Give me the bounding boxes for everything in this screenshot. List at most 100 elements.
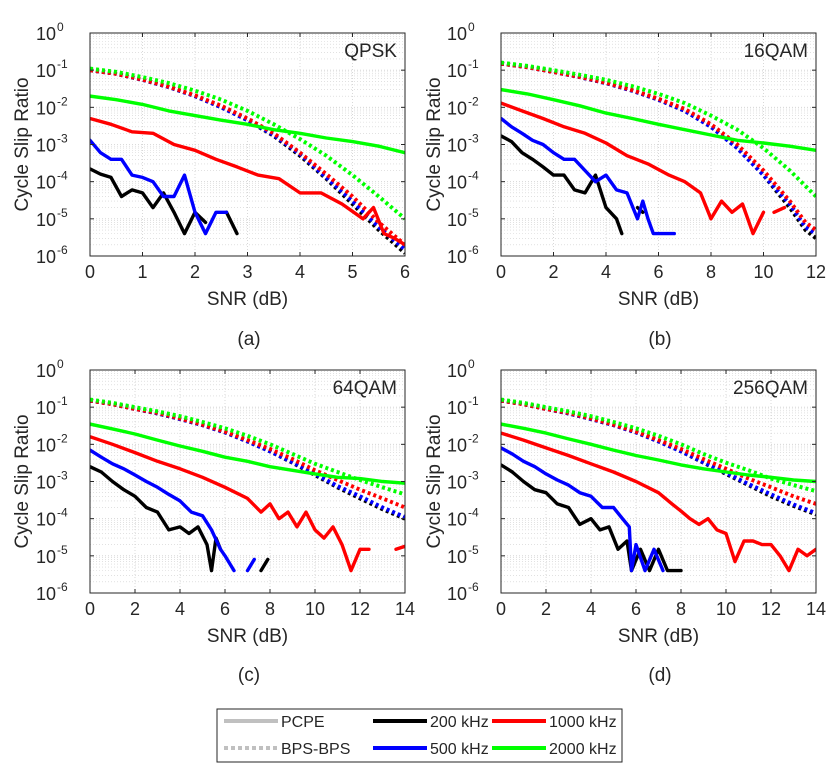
y-tick-label: 10 (447, 247, 467, 267)
series-group (501, 60, 816, 240)
x-tick-label: 0 (496, 262, 506, 282)
panel-label: (a) (237, 329, 260, 350)
series-line-pcpe-500-khz (501, 446, 665, 573)
modulation-annotation: 16QAM (744, 41, 808, 62)
series-line-pcpe-2000-khz (90, 422, 405, 485)
series-line-pcpe-500-khz (90, 448, 256, 573)
y-tick-exponent: -2 (468, 431, 479, 445)
y-tick-exponent: -2 (468, 94, 479, 108)
y-tick-exponent: 0 (57, 357, 64, 371)
y-tick-exponent: -3 (57, 469, 68, 483)
y-tick-exponent: -1 (57, 57, 68, 71)
x-tick-label: 8 (706, 262, 716, 282)
legend-label: 500 kHz (430, 741, 489, 758)
x-axis-label: SNR (dB) (618, 626, 699, 647)
x-tick-label: 2 (541, 599, 551, 619)
legend-box (216, 708, 623, 763)
x-tick-label: 6 (631, 599, 641, 619)
series-line-pcpe-500-khz (90, 138, 229, 236)
y-tick-exponent: -4 (57, 506, 68, 520)
y-axis-label: Cycle Slip Ratio (424, 77, 445, 211)
y-tick-label: 10 (36, 435, 56, 455)
y-tick-exponent: -6 (468, 580, 479, 594)
y-tick-exponent: 0 (468, 20, 475, 34)
y-tick-label: 10 (447, 98, 467, 118)
y-tick-label: 10 (447, 61, 467, 81)
series-line-bps-bps-1000-khz (501, 61, 816, 232)
x-tick-label: 0 (85, 262, 95, 282)
series-line-pcpe-200-khz (90, 167, 239, 236)
y-tick-exponent: -1 (57, 394, 68, 408)
series-group (501, 397, 816, 573)
y-tick-label: 10 (36, 210, 56, 230)
y-tick-label: 10 (447, 173, 467, 193)
y-tick-exponent: 0 (468, 357, 475, 371)
x-axis-label: SNR (dB) (207, 289, 288, 310)
x-tick-label: 14 (806, 599, 826, 619)
modulation-annotation: QPSK (344, 41, 397, 62)
y-tick-label: 10 (36, 398, 56, 418)
y-tick-label: 10 (36, 136, 56, 156)
y-tick-label: 10 (447, 136, 467, 156)
legend-label: 1000 kHz (549, 714, 617, 731)
plot-area (90, 370, 405, 593)
x-tick-label: 6 (400, 262, 410, 282)
series-group (90, 397, 405, 573)
x-tick-label: 6 (220, 599, 230, 619)
series-line-bps-bps-1000-khz (90, 398, 405, 510)
y-tick-exponent: -4 (57, 169, 68, 183)
legend-label: BPS-BPS (281, 741, 350, 758)
x-tick-label: 8 (676, 599, 686, 619)
y-tick-label: 10 (36, 61, 56, 81)
y-tick-exponent: -4 (468, 506, 479, 520)
y-tick-label: 10 (36, 361, 56, 381)
y-tick-exponent: 0 (57, 20, 64, 34)
x-tick-label: 12 (806, 262, 826, 282)
series-line-pcpe-1000-khz (501, 431, 816, 573)
x-tick-label: 3 (242, 262, 252, 282)
y-axis-label: Cycle Slip Ratio (424, 414, 445, 548)
y-tick-label: 10 (36, 473, 56, 493)
y-axis-label: Cycle Slip Ratio (12, 414, 33, 548)
panel-label: (d) (648, 665, 671, 686)
series-line-bps-bps-2000-khz (90, 66, 405, 221)
y-tick-label: 10 (447, 210, 467, 230)
y-tick-exponent: -6 (57, 243, 68, 257)
panel-label: (c) (238, 665, 260, 686)
y-tick-exponent: -3 (57, 132, 68, 146)
y-tick-label: 10 (36, 24, 56, 44)
modulation-annotation: 64QAM (333, 378, 397, 399)
x-tick-label: 2 (130, 599, 140, 619)
y-tick-label: 10 (36, 173, 56, 193)
x-tick-label: 4 (601, 262, 611, 282)
legend-label: 2000 kHz (549, 741, 617, 758)
x-tick-label: 5 (347, 262, 357, 282)
x-tick-label: 2 (190, 262, 200, 282)
y-axis-label: Cycle Slip Ratio (12, 77, 33, 211)
x-axis-label: SNR (dB) (207, 626, 288, 647)
x-tick-label: 1 (137, 262, 147, 282)
y-tick-label: 10 (447, 584, 467, 604)
y-tick-label: 10 (36, 584, 56, 604)
x-tick-label: 4 (295, 262, 305, 282)
y-tick-exponent: -2 (57, 431, 68, 445)
y-tick-exponent: -5 (57, 206, 68, 220)
y-tick-exponent: -3 (468, 469, 479, 483)
x-tick-label: 10 (305, 599, 325, 619)
y-tick-label: 10 (447, 361, 467, 381)
legend-label: PCPE (281, 714, 325, 731)
y-tick-exponent: -1 (468, 394, 479, 408)
y-tick-label: 10 (447, 435, 467, 455)
y-tick-label: 10 (447, 473, 467, 493)
y-tick-label: 10 (447, 24, 467, 44)
x-tick-label: 0 (496, 599, 506, 619)
legend: PCPE 200 kHz 1000 kHz BPS-BPS 500 kHz 2000 kH… (216, 708, 623, 763)
y-tick-exponent: -6 (468, 243, 479, 257)
series-line-pcpe-2000-khz (501, 87, 816, 152)
series-line-pcpe-2000-khz (90, 94, 405, 155)
y-tick-label: 10 (36, 247, 56, 267)
